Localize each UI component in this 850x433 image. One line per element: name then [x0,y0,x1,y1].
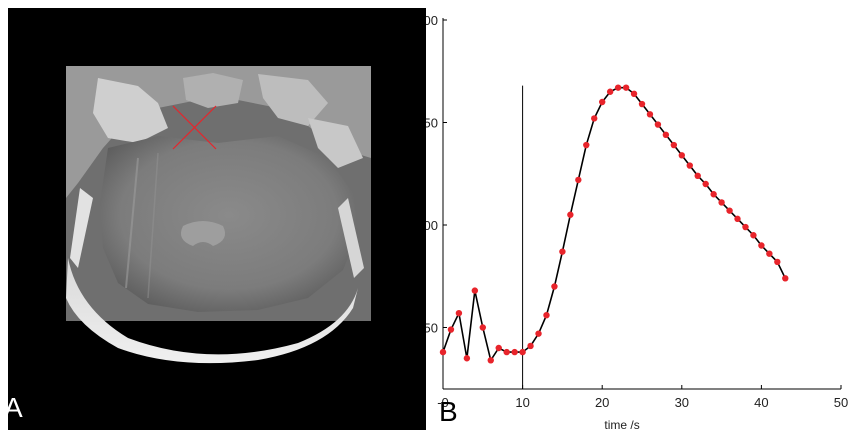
y-tick-label: 350 [426,321,438,336]
y-tick-label: 400 [426,218,438,233]
data-point [479,324,486,331]
data-point [439,348,447,356]
data-point [646,111,654,118]
data-point [782,275,789,282]
data-point [583,141,590,149]
data-point [551,283,558,290]
ct-scan-image [66,66,371,364]
data-point [575,176,582,184]
data-point [654,121,662,128]
data-point [622,84,630,91]
data-point [519,348,526,356]
data-point [606,88,614,95]
data-point [630,90,638,98]
data-point [471,287,479,294]
data-point [503,348,510,356]
data-point [742,223,749,231]
data-point [463,355,471,362]
data-point [527,342,534,350]
data-point [511,348,518,356]
data-point [726,207,733,214]
chart-axes [442,18,841,390]
x-tick-label: 30 [675,395,689,410]
y-tick-label: 450 [426,116,438,131]
data-point [694,172,701,179]
data-point [710,191,717,198]
data-point [487,357,494,364]
data-point [591,115,598,122]
x-tick-label: 40 [754,395,768,410]
y-tick-label: 500 [426,13,438,28]
x-tick-label: -0 [437,395,449,410]
ct-scan-panel [8,8,426,430]
x-axis-title: time /s [604,418,639,432]
series-polyline [442,86,786,363]
data-point [662,131,670,138]
data-point [750,232,757,239]
panel-label-a: A [4,392,23,423]
x-tick-label: 50 [834,395,848,410]
enhancement-curve-chart: 350 400 450 500 -0 10 20 30 40 50 time /s [426,13,848,432]
data-point [495,344,502,352]
series-points [439,84,789,364]
data-point [535,330,542,337]
x-tick-label: 10 [515,395,529,410]
x-tick-label: 20 [595,395,609,410]
panel-label-b: B [439,396,458,427]
data-point [455,309,463,317]
data-point [638,100,646,108]
data-point [702,180,709,188]
data-point [774,258,781,266]
data-point [543,312,550,319]
data-point [670,141,678,149]
data-point [447,326,455,333]
data-point [766,250,773,257]
data-point [686,162,693,169]
data-point [734,215,741,223]
data-point [559,248,566,255]
data-point [678,152,685,159]
data-point [718,199,725,206]
roi-marker-icon [172,105,217,150]
y-axis-ticks: 350 400 450 500 [426,13,447,336]
series-line [442,86,786,363]
data-point [567,211,574,218]
data-point [758,242,765,249]
data-point [614,84,622,91]
data-point [599,98,606,106]
